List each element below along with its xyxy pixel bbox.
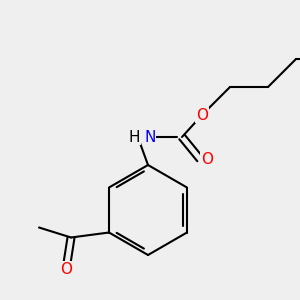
Text: H: H — [128, 130, 140, 145]
Text: N: N — [144, 130, 155, 145]
Text: O: O — [201, 152, 213, 166]
Text: O: O — [60, 262, 72, 277]
Text: O: O — [196, 107, 208, 122]
